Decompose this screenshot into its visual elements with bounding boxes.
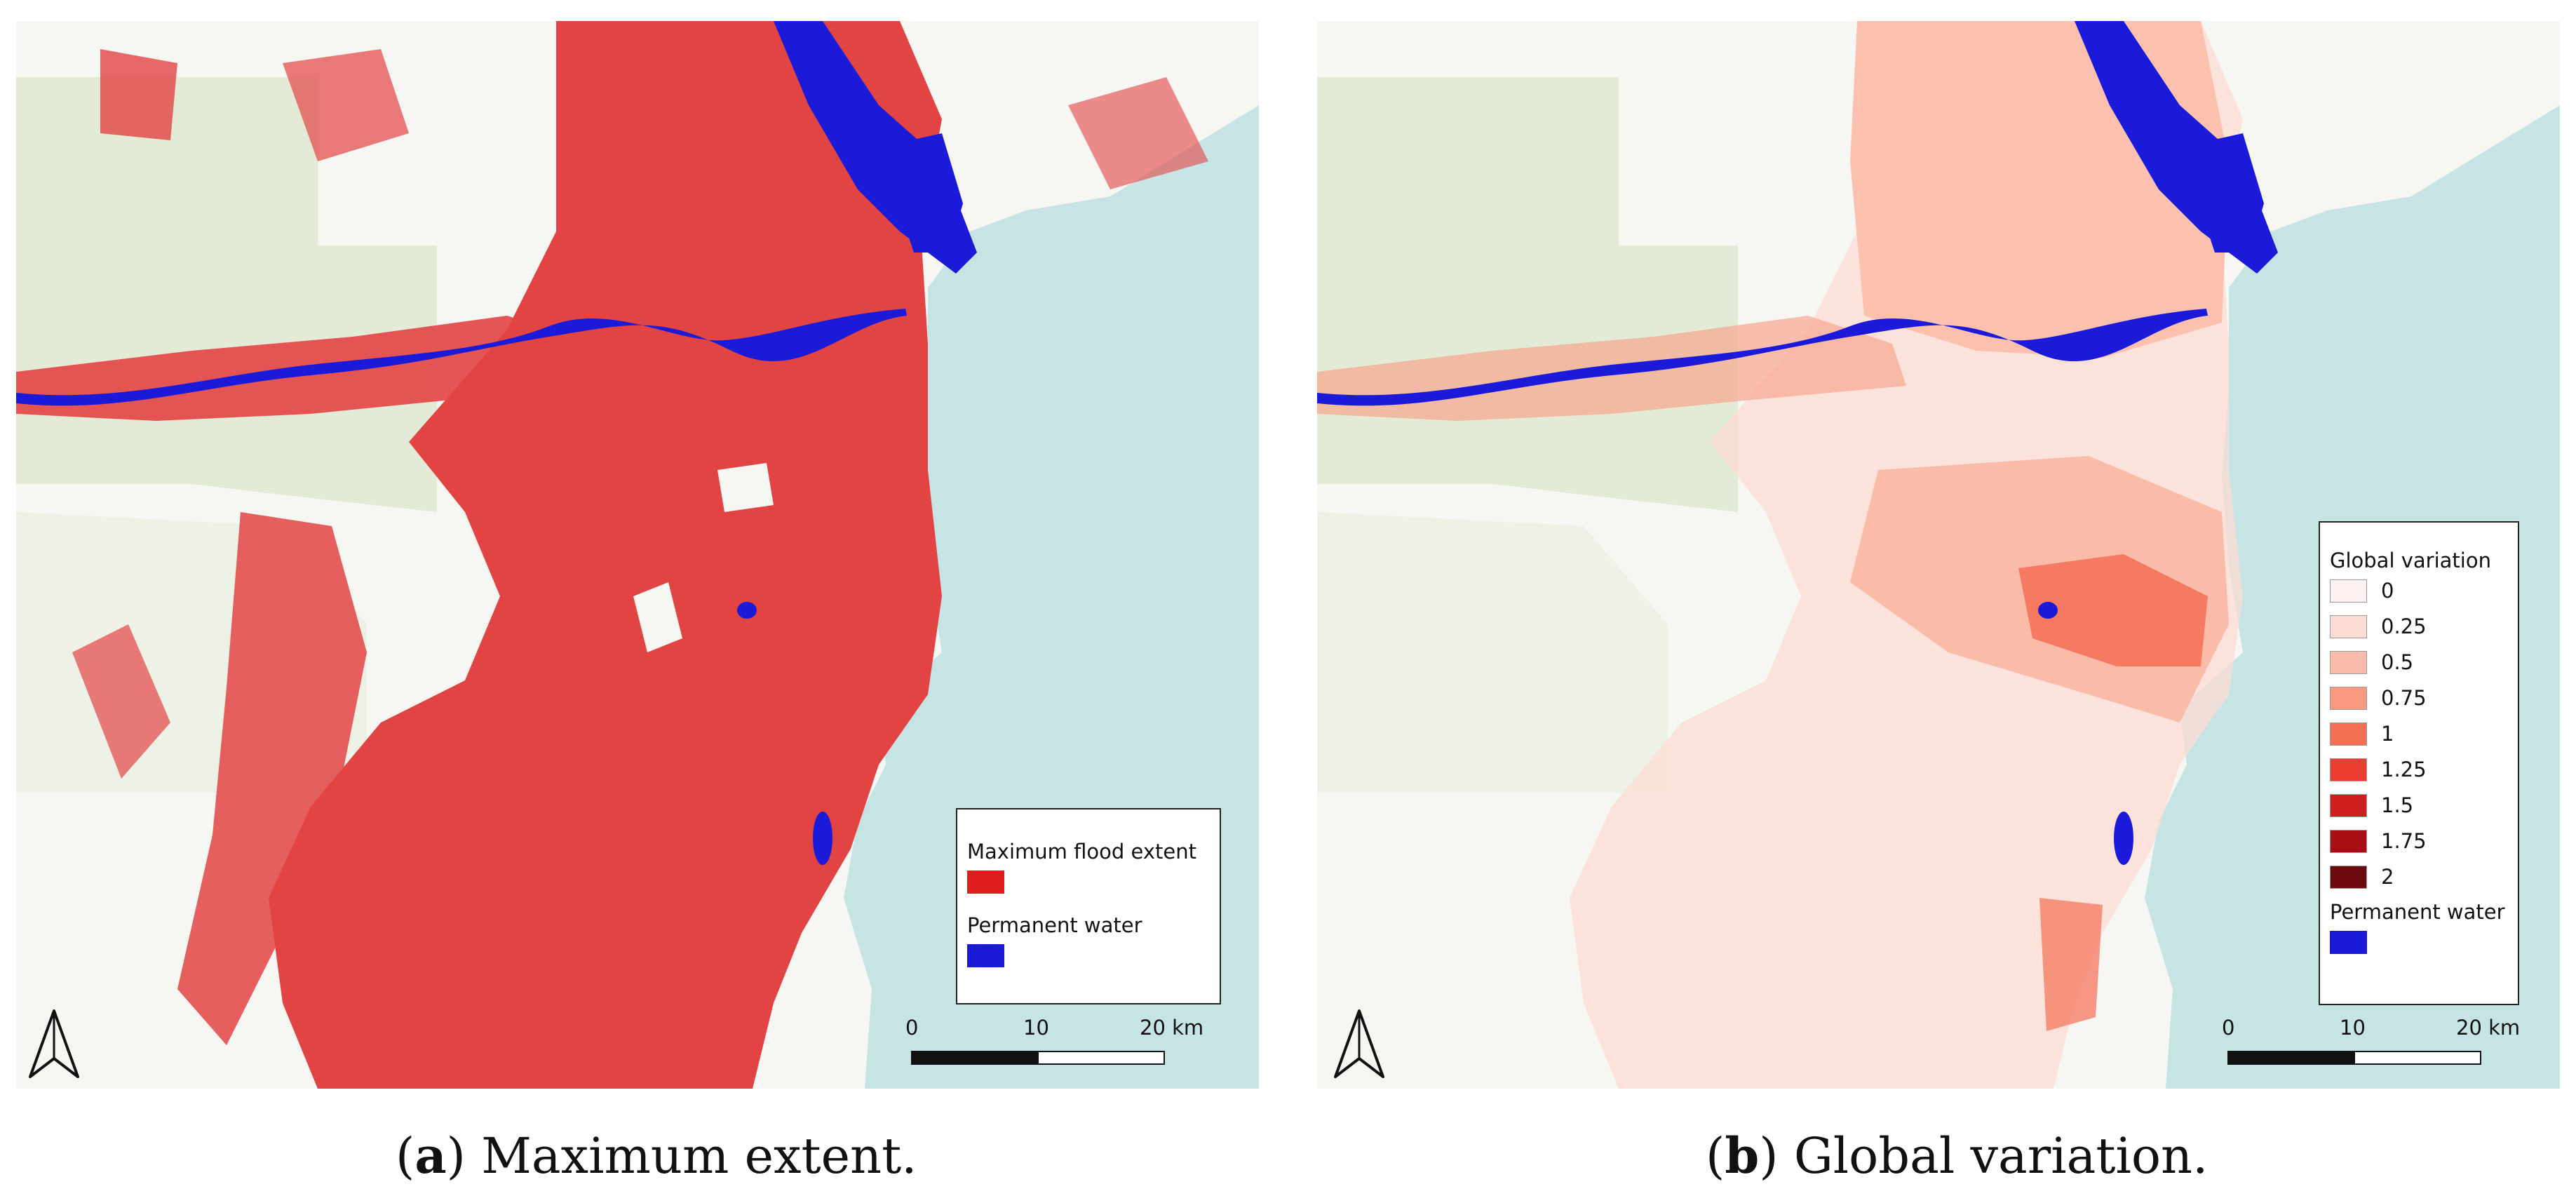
map-maximum-extent — [16, 21, 1259, 1089]
legend-swatch — [2330, 615, 2367, 638]
north-arrow-icon — [29, 1009, 79, 1078]
lake — [2114, 812, 2133, 865]
lake-small — [2038, 602, 2058, 619]
scale-segment-white — [1037, 1051, 1165, 1065]
legend-item-permanent-water — [967, 938, 1220, 974]
legend-label-flood: Maximum flood extent — [967, 840, 1196, 863]
legend-swatch-flood — [967, 871, 1004, 894]
legend-swatch-permanent-water — [967, 944, 1004, 967]
legend-item-flood — [967, 864, 1220, 900]
caption-text: Global variation. — [1793, 1127, 2209, 1185]
lake-small — [737, 602, 757, 619]
legend-title: Global variation — [2330, 549, 2491, 572]
legend-swatch — [2330, 830, 2367, 853]
legend-class-label: 1.25 — [2381, 758, 2427, 781]
legend-item-class: 1.25 — [2330, 752, 2518, 788]
legend-swatch — [2330, 687, 2367, 710]
flood-west-lobe — [177, 512, 367, 1045]
legend-swatch — [2330, 758, 2367, 781]
legend-class-label: 0.75 — [2381, 686, 2427, 710]
legend-label-permanent-water: Permanent water — [967, 913, 1142, 937]
legend-item-class: 1.75 — [2330, 824, 2518, 859]
scale-segment-white — [2354, 1051, 2481, 1065]
caption-letter: b — [1725, 1127, 1760, 1185]
flood-core — [269, 21, 942, 1089]
scale-tick-20km: 20 km — [1140, 1016, 1204, 1040]
lake — [813, 812, 832, 865]
legend-swatch — [2330, 723, 2367, 746]
legend-classes: 0 0.25 0.5 0.75 1 1.25 1.5 1.75 2 — [2330, 573, 2518, 895]
legend-swatch-permanent-water — [2330, 931, 2367, 954]
map-panel-global-variation: Global variation 0 0.25 0.5 0.75 1 1.25 1.5 1.7… — [1317, 21, 2560, 1089]
legend-item-class: 0.5 — [2330, 645, 2518, 680]
scale-tick-20km: 20 km — [2456, 1016, 2521, 1040]
legend-item-permanent-water — [2330, 925, 2518, 960]
legend-class-label: 1.75 — [2381, 829, 2427, 853]
scale-bar: 0 10 20 km — [2222, 1016, 2530, 1079]
legend-class-label: 1 — [2381, 722, 2394, 746]
legend-swatch — [2330, 579, 2367, 603]
variation-high — [2018, 554, 2208, 666]
legend-class-label: 0 — [2381, 579, 2394, 603]
park-area-south — [1317, 512, 1668, 793]
caption-panel-a: (a) Maximum extent. — [396, 1127, 917, 1185]
scale-bar: 0 10 20 km — [905, 1016, 1214, 1079]
caption-text: Maximum extent. — [481, 1127, 917, 1185]
legend-item-class: 1 — [2330, 716, 2518, 752]
legend-class-label: 0.25 — [2381, 614, 2427, 638]
north-arrow-icon — [1334, 1009, 1384, 1078]
legend-swatch — [2330, 794, 2367, 817]
river-permanent-water — [1317, 309, 2208, 406]
scale-segment-black — [911, 1051, 1039, 1065]
legend-class-label: 0.5 — [2381, 650, 2414, 674]
scale-segment-black — [2227, 1051, 2355, 1065]
legend-item-class: 2 — [2330, 859, 2518, 895]
legend-maximum-extent: Maximum flood extent Permanent water — [956, 808, 1221, 1004]
scale-tick-10: 10 — [1023, 1016, 1049, 1040]
scale-tick-0: 0 — [2222, 1016, 2235, 1040]
scale-tick-0: 0 — [905, 1016, 919, 1040]
legend-swatch — [2330, 866, 2367, 889]
map-panel-maximum-extent: Maximum flood extent Permanent water 0 1… — [16, 21, 1259, 1089]
legend-global-variation: Global variation 0 0.25 0.5 0.75 1 1.25 1.5 1.7… — [2319, 521, 2519, 1005]
legend-class-label: 2 — [2381, 865, 2394, 889]
scale-tick-10: 10 — [2340, 1016, 2366, 1040]
legend-item-class: 0.25 — [2330, 609, 2518, 645]
legend-item-class: 1.5 — [2330, 788, 2518, 824]
caption-letter: a — [414, 1127, 447, 1185]
legend-swatch — [2330, 651, 2367, 674]
caption-panel-b: (b) Global variation. — [1706, 1127, 2209, 1185]
legend-item-class: 0 — [2330, 573, 2518, 609]
legend-item-class: 0.75 — [2330, 680, 2518, 716]
legend-class-label: 1.5 — [2381, 793, 2414, 817]
river-permanent-water — [16, 309, 907, 406]
legend-label-permanent-water: Permanent water — [2330, 900, 2505, 924]
